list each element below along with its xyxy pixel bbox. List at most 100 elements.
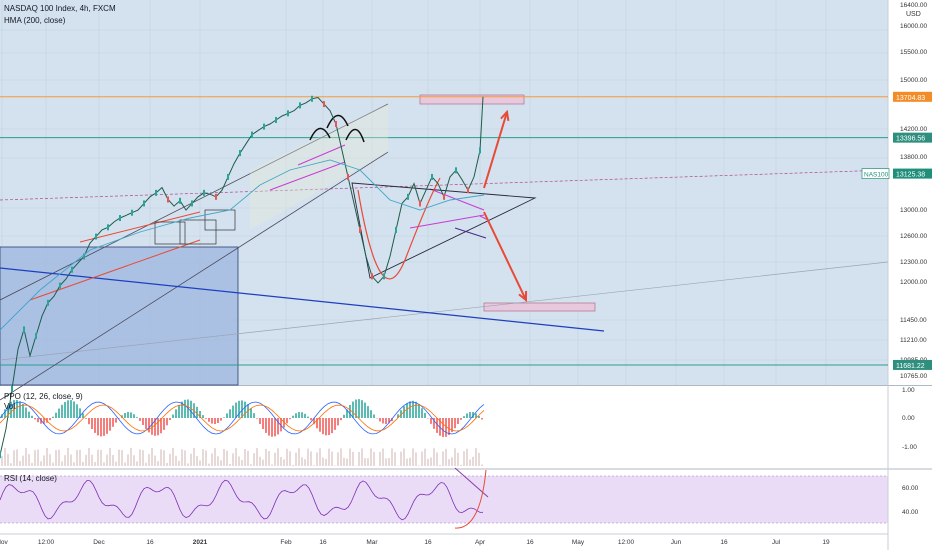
vol-label: Vol (4, 402, 16, 411)
price-candle (347, 173, 349, 180)
price-candle (383, 273, 385, 280)
time-tick: 19 (822, 539, 830, 546)
rsi-line (0, 479, 484, 521)
price-candle (419, 200, 421, 207)
price-candle (311, 95, 313, 102)
symbol-price-tag (893, 168, 932, 179)
chart-title: NASDAQ 100 Index, 4h, FXCM (4, 4, 116, 13)
bearish-arrow-head (518, 290, 528, 303)
red-trend-line (79, 211, 201, 243)
time-tick: Mar (366, 539, 378, 546)
time-tick: Nov (0, 539, 9, 546)
price-tick: 14200.00 (900, 126, 927, 133)
symbol-price-tag-label: 13125.38 (896, 172, 925, 179)
magenta-line (429, 188, 485, 211)
price-candle (35, 332, 37, 339)
consolidation-box (154, 221, 186, 245)
price-candle (215, 193, 217, 200)
lower-target-box (483, 302, 596, 312)
price-candle (443, 193, 445, 200)
bullish-arrow-head (500, 109, 510, 122)
price-tick: 13800.00 (900, 154, 927, 161)
price-candle (479, 147, 481, 154)
time-tick: 16 (319, 539, 327, 546)
price-tick: 12300.00 (900, 259, 927, 266)
rsi-tick: 60.00 (902, 485, 919, 492)
time-tick: 16 (424, 539, 432, 546)
triangle-break-line (454, 227, 487, 239)
time-tick: 2021 (193, 539, 208, 546)
head-arc (326, 114, 349, 129)
channel-upper-line (0, 103, 389, 301)
time-tick: Apr (475, 539, 486, 546)
price-candle (59, 282, 61, 289)
price-candle (119, 215, 121, 222)
price-candle (251, 131, 253, 138)
time-tick: Dec (93, 539, 105, 546)
price-candle (227, 173, 229, 180)
price-tick: 16400.00 (900, 2, 927, 9)
time-tick: Feb (280, 539, 292, 546)
price-candle (431, 173, 433, 180)
long-trend-line (0, 261, 889, 361)
channel-lower-line (0, 151, 389, 401)
price-candle (71, 266, 73, 273)
price-candle (287, 110, 289, 117)
hma-line (0, 159, 485, 331)
price-tick: 10765.00 (900, 373, 927, 380)
price-candle (371, 273, 373, 280)
price-candle (263, 123, 265, 130)
indicator-hma-label: HMA (200, close) (4, 16, 66, 25)
price-candle (47, 299, 49, 306)
time-tick: May (572, 539, 585, 546)
consolidation-box (204, 209, 236, 231)
rsi-curve (454, 469, 487, 529)
price-candle (407, 193, 409, 200)
ppo-line (0, 401, 485, 435)
support-zone-box (0, 246, 239, 386)
time-tick: 16 (146, 539, 154, 546)
shoulder-arc (309, 127, 331, 141)
price-candle (23, 326, 25, 333)
price-candle (143, 200, 145, 207)
ppo-tick: 0.00 (902, 415, 915, 422)
price-level-tag-label: 11681.22 (896, 363, 925, 370)
price-candle (167, 196, 169, 203)
time-tick: 12:00 (618, 539, 635, 546)
magenta-line (297, 144, 346, 166)
upper-target-box (419, 94, 525, 105)
price-tick: 11450.00 (900, 317, 927, 324)
price-candle (239, 150, 241, 157)
ppo-label: PPO (12, 26, close, 9) (4, 392, 83, 401)
blue-trend-line (0, 267, 605, 332)
price-level-tag (893, 359, 932, 370)
price-candle (95, 233, 97, 240)
price-candle (335, 120, 337, 127)
rsi-label: RSI (14, close) (4, 474, 57, 483)
price-candle (395, 226, 397, 233)
price-tick: 12000.00 (900, 279, 927, 286)
price-candle (179, 197, 181, 204)
price-candle (203, 189, 205, 196)
price-candle (0, 452, 1, 459)
red-trend-line (29, 239, 201, 301)
price-series-line (0, 96, 484, 456)
price-candle (299, 102, 301, 109)
bullish-arrow (483, 111, 508, 189)
ppo-signal-line (0, 404, 485, 432)
price-tick: 15500.00 (900, 49, 927, 56)
ppo-tick: -1.00 (902, 444, 917, 451)
price-level-tag-label: 13396.56 (896, 136, 925, 143)
ppo-panel-bg (0, 386, 888, 468)
price-candle (11, 385, 13, 392)
consolidation-box (179, 219, 217, 245)
symbol-tag-label: NAS100 (864, 172, 889, 179)
time-tick: 12:00 (38, 539, 55, 546)
price-candle (323, 101, 325, 108)
time-tick: Jun (671, 539, 682, 546)
price-candle (455, 167, 457, 174)
price-level-tag (893, 132, 932, 143)
price-candle (155, 189, 157, 196)
